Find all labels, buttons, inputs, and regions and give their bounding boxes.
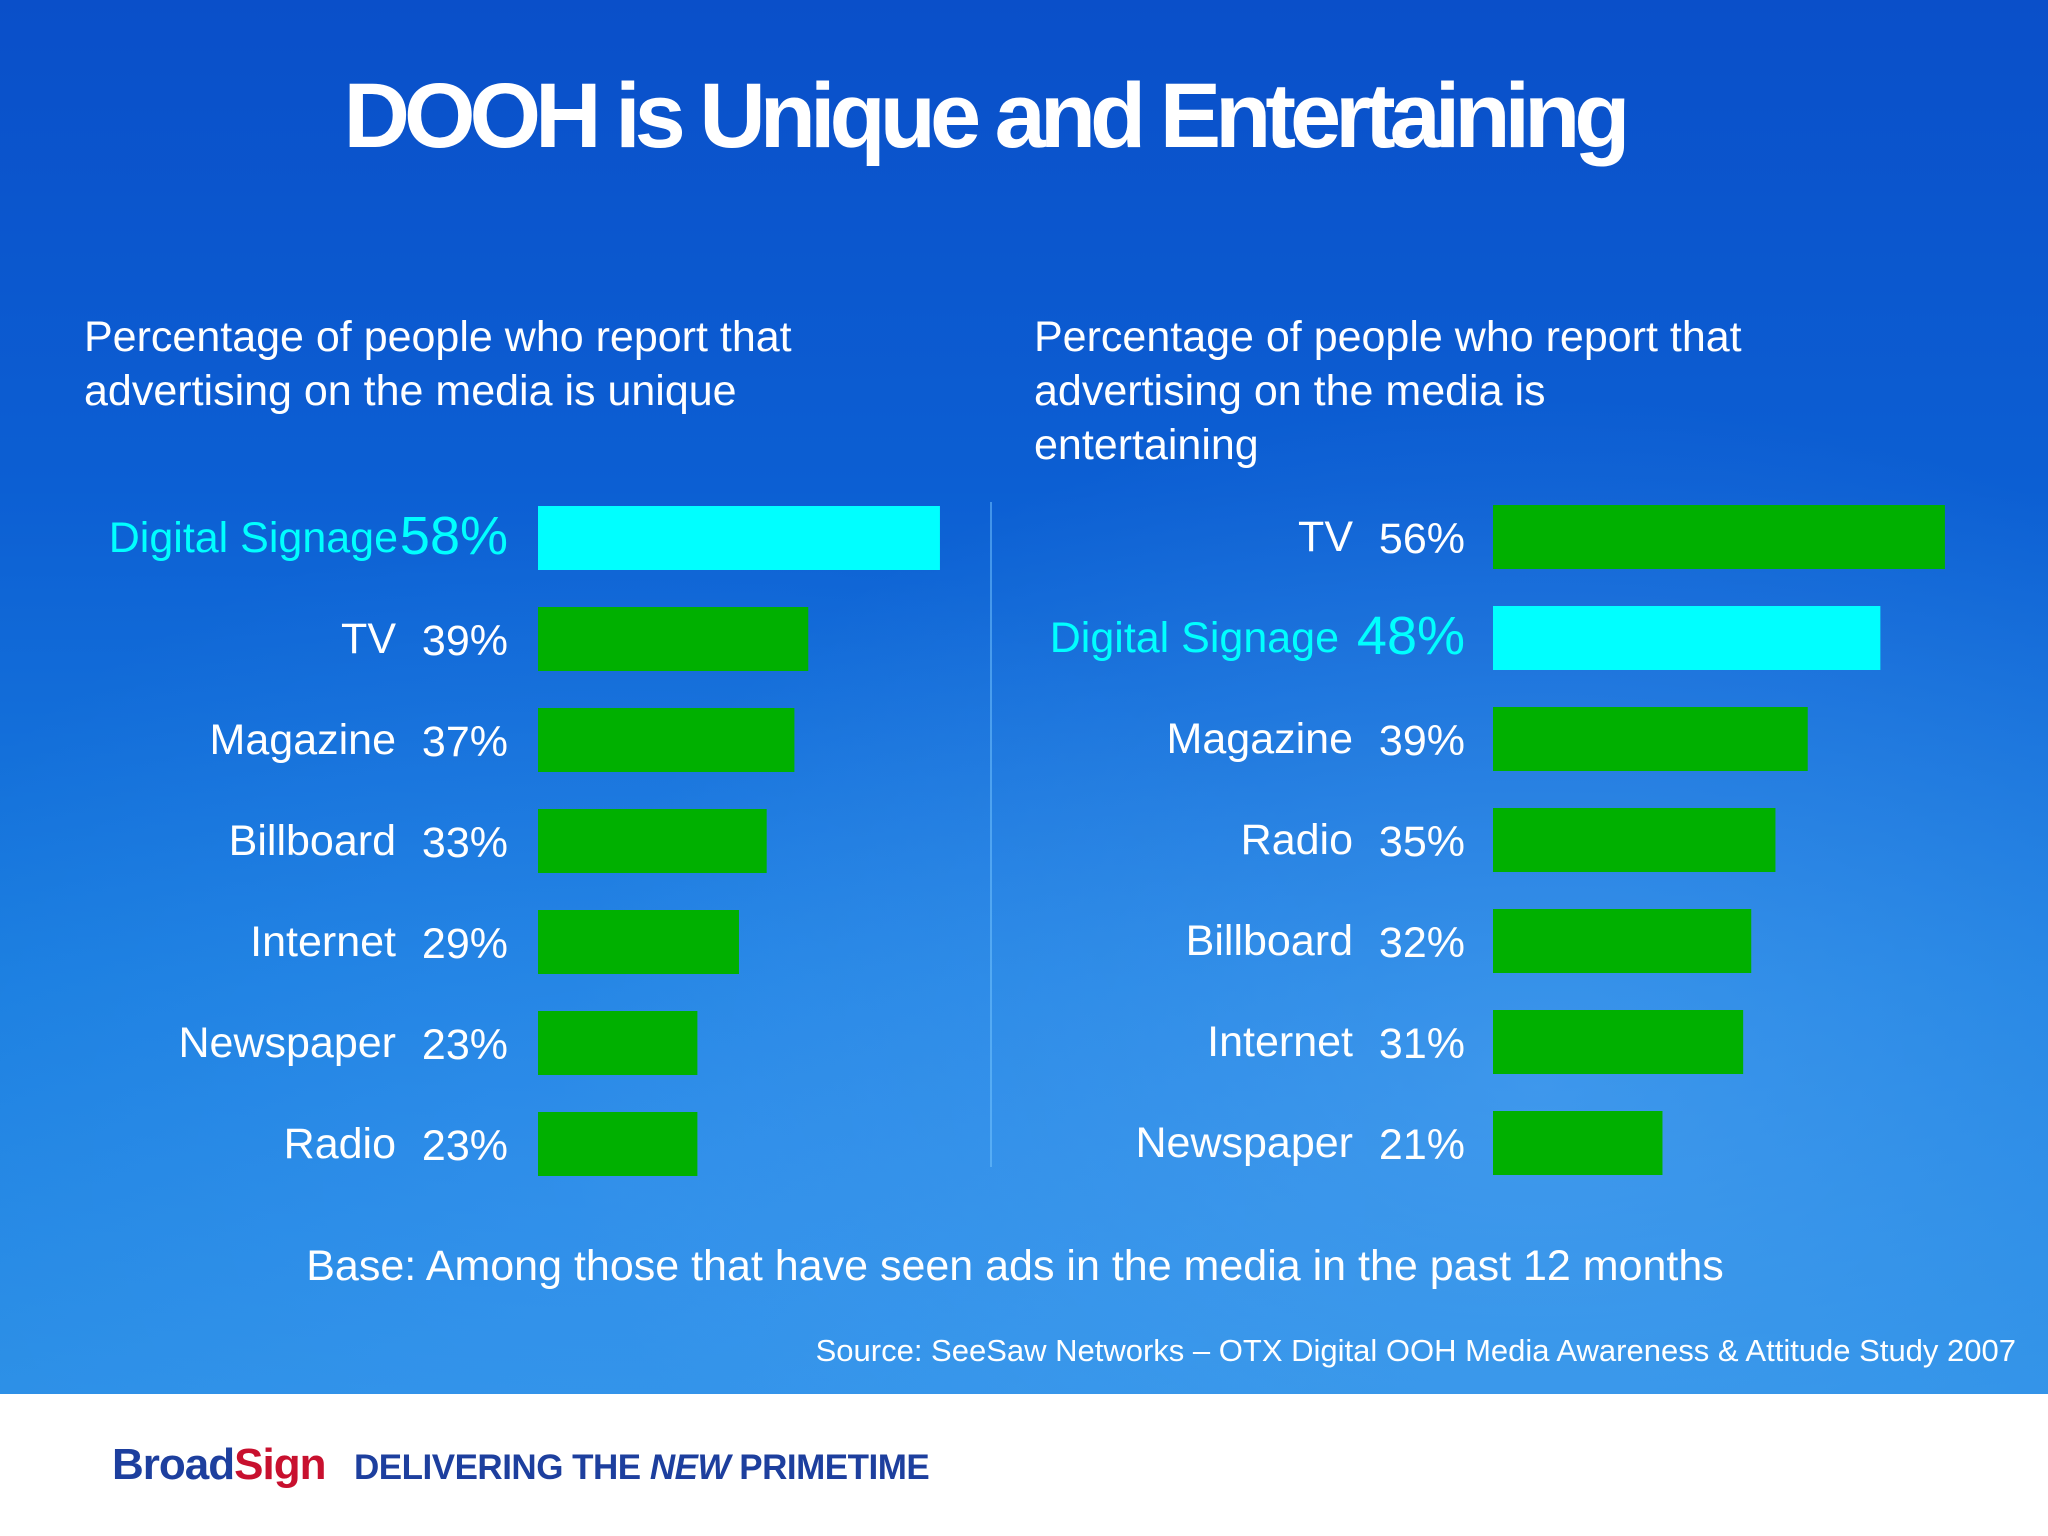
category-label: Digital Signage	[1050, 614, 1339, 662]
left-subtitle-line1: Percentage of people who report that	[84, 313, 792, 361]
category-label: Magazine	[210, 716, 396, 764]
category-label: Newspaper	[1136, 1119, 1354, 1167]
value-label: 37%	[422, 718, 508, 766]
category-label: Billboard	[229, 817, 396, 865]
base-note: Base: Among those that have seen ads in …	[306, 1242, 1724, 1290]
bar-newspaper	[1493, 1111, 1663, 1175]
category-label: Billboard	[1186, 917, 1353, 965]
right-subtitle-line2: advertising on the media is	[1034, 367, 1546, 415]
value-label: 39%	[1379, 717, 1465, 765]
category-label: TV	[341, 615, 396, 663]
value-label: 31%	[1379, 1020, 1465, 1068]
footer-bar	[0, 1394, 2048, 1536]
value-label: 48%	[1357, 606, 1465, 666]
category-label: Radio	[1241, 816, 1353, 864]
value-label: 23%	[422, 1122, 508, 1170]
bar-newspaper	[538, 1011, 698, 1075]
broadsign-logo: BroadSign	[112, 1440, 326, 1490]
bar-radio	[538, 1112, 698, 1176]
right-chart-subtitle: Percentage of people who report that adv…	[1034, 310, 1934, 472]
slide-title: DOOH is Unique and Entertaining	[343, 65, 1631, 167]
left-subtitle-line2: advertising on the media is unique	[84, 367, 737, 415]
tagline-part2: PRIMETIME	[730, 1448, 930, 1487]
bar-tv	[1493, 505, 1945, 569]
bar-tv	[538, 607, 809, 671]
logo-part1: Broad	[112, 1440, 235, 1489]
bar-internet	[1493, 1010, 1744, 1074]
category-label: Radio	[284, 1120, 396, 1168]
right-subtitle-line3: entertaining	[1034, 421, 1259, 469]
tagline-part1: DELIVERING THE	[354, 1448, 650, 1487]
bar-internet	[538, 910, 739, 974]
category-label: Digital Signage	[109, 514, 398, 562]
source-citation: Source: SeeSaw Networks – OTX Digital OO…	[815, 1333, 2016, 1368]
value-label: 23%	[422, 1021, 508, 1069]
right-subtitle-line1: Percentage of people who report that	[1034, 313, 1742, 361]
category-label: Internet	[1207, 1018, 1353, 1066]
value-label: 58%	[400, 506, 508, 566]
bar-magazine	[1493, 707, 1808, 771]
category-label: Newspaper	[179, 1019, 397, 1067]
category-label: Magazine	[1167, 715, 1353, 763]
logo-part2: Sign	[234, 1440, 326, 1489]
bar-digital-signage	[538, 506, 940, 570]
bar-billboard	[538, 809, 767, 873]
value-label: 39%	[422, 617, 508, 665]
value-label: 33%	[422, 819, 508, 867]
tagline: DELIVERING THE NEW PRIMETIME	[354, 1448, 930, 1488]
value-label: 35%	[1379, 818, 1465, 866]
bar-digital-signage	[1493, 606, 1881, 670]
slide-background: DOOH is Unique and Entertaining Percenta…	[0, 0, 2048, 1394]
category-label: TV	[1298, 513, 1353, 561]
tagline-emphasis: NEW	[649, 1448, 731, 1487]
bar-charts: 58%Digital Signage39%TV37%Magazine33%Bil…	[109, 505, 1945, 1176]
bar-magazine	[538, 708, 795, 772]
value-label: 21%	[1379, 1121, 1465, 1169]
value-label: 56%	[1379, 515, 1465, 563]
category-label: Internet	[250, 918, 396, 966]
chart-divider	[990, 502, 992, 1167]
bar-billboard	[1493, 909, 1752, 973]
value-label: 32%	[1379, 919, 1465, 967]
value-label: 29%	[422, 920, 508, 968]
left-chart-subtitle: Percentage of people who report that adv…	[84, 310, 984, 418]
bar-radio	[1493, 808, 1776, 872]
